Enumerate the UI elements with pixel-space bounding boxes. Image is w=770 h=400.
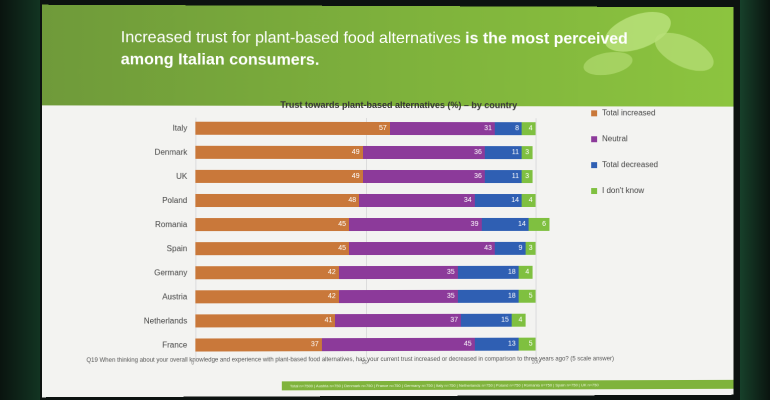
bar-value-label: 37 <box>450 316 459 324</box>
chart-legend: Total increased Neutral Total decreased I d… <box>591 108 658 212</box>
bar-value-label: 37 <box>310 341 319 349</box>
bar-value-label: 42 <box>327 269 336 277</box>
legend-label: Total increased <box>602 108 656 118</box>
country-label: Denmark <box>154 147 188 157</box>
bar-value-label: 11 <box>511 173 520 181</box>
bar-value-label: 3 <box>525 173 530 181</box>
bar-value-label: 35 <box>446 292 455 300</box>
bar-value-label: 49 <box>351 172 360 180</box>
bar-value-label: 3 <box>528 244 533 252</box>
country-label: Italy <box>172 123 188 133</box>
legend-label: I don't know <box>602 186 645 196</box>
bar-value-label: 4 <box>525 268 530 276</box>
bar-value-label: 39 <box>470 220 479 228</box>
legend-item: Total decreased <box>591 160 658 186</box>
bar-value-label: 45 <box>338 245 346 253</box>
bar-value-label: 14 <box>518 220 526 228</box>
room-wall-left <box>0 0 40 400</box>
legend-item: I don't know <box>591 186 658 212</box>
country-label: Austria <box>162 292 188 302</box>
bar-value-label: 34 <box>463 197 472 204</box>
bar-value-label: 18 <box>507 268 516 276</box>
bar-value-label: 57 <box>379 124 387 132</box>
legend-label: Total decreased <box>602 160 659 170</box>
legend-label: Neutral <box>602 134 628 144</box>
country-label: Netherlands <box>143 316 188 326</box>
bar-value-label: 9 <box>518 244 523 252</box>
legend-item: Neutral <box>591 134 658 160</box>
bar-value-label: 18 <box>507 292 516 300</box>
bar-value-label: 5 <box>528 292 533 300</box>
bar-value-label: 42 <box>327 293 336 301</box>
legend-swatch <box>591 136 598 143</box>
legend-swatch <box>591 162 598 169</box>
bar-value-label: 36 <box>474 173 482 181</box>
projection-screen: Increased trust for plant-based food alt… <box>41 4 734 398</box>
country-label: France <box>162 340 188 350</box>
bar-value-label: 48 <box>348 196 357 205</box>
bar-value-label: 11 <box>511 149 520 157</box>
bar-value-label: 8 <box>515 125 520 133</box>
sample-size-strip: Total n=7500 | Austria n=750 | Denmark n… <box>281 379 734 391</box>
legend-swatch <box>591 110 598 117</box>
country-label: Spain <box>166 244 188 254</box>
bar-value-label: 43 <box>484 244 492 252</box>
country-label: Romania <box>155 220 188 230</box>
country-label: UK <box>176 171 188 181</box>
bar-value-label: 4 <box>528 197 533 204</box>
bar-value-label: 36 <box>474 149 482 157</box>
legend-swatch <box>591 187 598 194</box>
bar-value-label: 4 <box>518 316 523 324</box>
bar-value-label: 14 <box>511 197 520 204</box>
legend-item: Total increased <box>591 108 658 134</box>
bar-value-label: 6 <box>542 220 547 228</box>
bar-value-label: 31 <box>484 125 492 133</box>
bar-value-label: 41 <box>324 317 333 325</box>
bar-value-label: 45 <box>338 221 346 229</box>
bar-value-label: 13 <box>507 340 516 348</box>
bar-value-label: 15 <box>501 316 509 324</box>
country-label: Germany <box>154 268 188 278</box>
bar-value-label: 45 <box>463 340 472 348</box>
bar-value-label: 3 <box>525 149 530 157</box>
bar-value-label: 5 <box>528 340 533 348</box>
grid-line <box>535 118 537 358</box>
bar-value-label: 4 <box>528 125 533 133</box>
bar-value-label: 49 <box>351 148 360 156</box>
bar-value-label: 35 <box>446 268 455 276</box>
room-wall-right <box>740 0 770 400</box>
country-label: Poland <box>162 195 188 206</box>
